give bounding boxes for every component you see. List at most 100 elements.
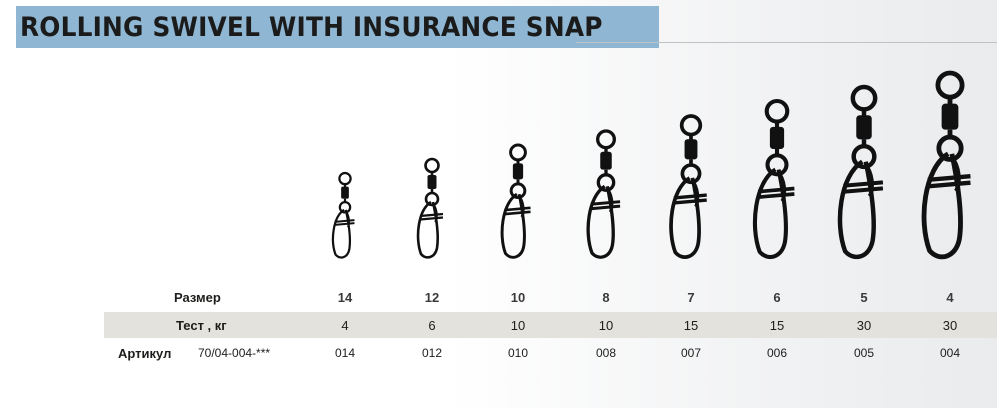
tests-cell: 15 (769, 317, 785, 333)
swivel-barrel (427, 175, 437, 189)
snap-inner-wire (778, 173, 787, 203)
snap-clip-bar (419, 212, 444, 218)
tests-cell: 30 (942, 317, 958, 333)
swivel-top-ring (509, 143, 527, 162)
articles-cell: 004 (939, 346, 961, 360)
snap-clip-bar (843, 186, 884, 194)
title-banner: ROLLING SWIVEL WITH INSURANCE SNAP (16, 6, 660, 48)
snap-inner-wire (692, 181, 700, 208)
snap-clip-bar (590, 204, 621, 211)
test-label: Тест , кг (176, 317, 227, 333)
articles-cell: 014 (334, 346, 356, 360)
rolling-swivel-snap-icon (331, 171, 355, 259)
snap-clip-bar (673, 198, 707, 205)
swivel-lower-eye (338, 200, 352, 214)
test-row-background (104, 312, 997, 338)
sizes-cell: 12 (424, 289, 440, 305)
rolling-swivel-snap-icon (416, 157, 444, 259)
snap-body (752, 167, 788, 260)
tests-cell: 4 (341, 317, 349, 333)
swivel-lower-eye (936, 134, 964, 162)
swivel-top-ring (338, 171, 352, 186)
snap-body (921, 151, 963, 260)
snap-clip-bar (504, 206, 531, 212)
snap-clip-bar (843, 180, 884, 188)
swivel-barrel (341, 186, 349, 199)
sizes-cell: 4 (946, 289, 954, 305)
spec-table: Размер 14 12 10 8 7 6 5 4 Тест , кг 4 6 10 10 15 15 3… (0, 282, 997, 368)
articles-cell: 005 (853, 346, 875, 360)
snap-clip-bar (927, 173, 971, 183)
swivel-barrel (684, 139, 698, 160)
snap-inner-wire (865, 165, 874, 198)
snap-body (500, 192, 526, 259)
sizes-cell: 14 (337, 289, 353, 305)
swivel-barrel (600, 151, 612, 170)
swivel-illustrations (331, 70, 971, 260)
swivel-top-ring (764, 98, 790, 124)
articles-cell: 007 (680, 346, 702, 360)
snap-inner-wire (345, 211, 350, 228)
rolling-swivel-snap-icon (752, 98, 795, 260)
snap-clip-bar (334, 219, 355, 223)
swivel-lower-eye (509, 182, 527, 200)
sizes-cell: 5 (860, 289, 868, 305)
snap-clip-bar (334, 222, 355, 226)
article-label: Артикул (118, 345, 172, 361)
snap-clip-bar (504, 210, 531, 216)
snap-inner-wire (519, 196, 525, 218)
tests-cell: 10 (510, 317, 526, 333)
snap-clip-bar (590, 200, 621, 206)
swivel-barrel (512, 163, 524, 180)
swivel-barrel (941, 103, 959, 130)
articles-cell: 006 (766, 346, 788, 360)
tests-cell: 10 (598, 317, 614, 333)
tests-cell: 6 (428, 317, 436, 333)
snap-body (837, 159, 876, 260)
rolling-swivel-snap-icon (921, 70, 971, 260)
snap-body (331, 208, 351, 259)
swivel-top-ring (679, 114, 703, 137)
swivel-lower-eye (680, 163, 702, 185)
sizes-cell: 6 (773, 289, 781, 305)
rolling-swivel-snap-icon (669, 114, 707, 259)
snap-clip-bar (757, 186, 795, 194)
swivel-lower-eye (596, 173, 616, 192)
product-images (0, 70, 997, 270)
swivel-top-ring (850, 84, 878, 112)
swivel-barrel (856, 115, 872, 140)
tests-cell: 15 (683, 317, 699, 333)
snap-clip-bar (419, 216, 444, 221)
snap-body (669, 176, 701, 259)
title-divider (576, 42, 997, 43)
snap-clip-bar (673, 193, 707, 200)
size-label: Размер (174, 289, 221, 305)
articles-cell: 012 (421, 346, 443, 360)
snap-clip-bar (927, 180, 971, 189)
articles-cell: 010 (507, 346, 529, 360)
snap-body (416, 200, 439, 259)
swivel-lower-eye (424, 191, 440, 207)
article-code: 70/04-004-*** (198, 346, 271, 360)
snap-inner-wire (433, 204, 438, 223)
swivel-lower-eye (851, 143, 877, 170)
sizes-cell: 8 (602, 289, 610, 305)
sizes-cell: 10 (510, 289, 526, 305)
snap-body (586, 184, 615, 259)
rolling-swivel-snap-icon (586, 129, 621, 259)
swivel-lower-eye (765, 153, 789, 177)
article-row: Артикул 70/04-004-*** 014 012 010 008 007 006… (0, 338, 997, 368)
size-row: Размер 14 12 10 8 7 6 5 4 (0, 282, 997, 312)
sizes-cell: 7 (687, 289, 695, 305)
swivel-top-ring (596, 129, 616, 150)
test-row: Тест , кг 4 6 10 10 15 15 30 30 (0, 312, 997, 338)
snap-clip-bar (757, 192, 795, 200)
swivel-top-ring (424, 157, 440, 174)
page-title: ROLLING SWIVEL WITH INSURANCE SNAP (20, 11, 603, 43)
snap-inner-wire (951, 158, 961, 193)
swivel-barrel (769, 126, 785, 149)
articles-cell: 008 (595, 346, 617, 360)
rolling-swivel-snap-icon (837, 84, 884, 260)
rolling-swivel-snap-icon (500, 143, 531, 259)
